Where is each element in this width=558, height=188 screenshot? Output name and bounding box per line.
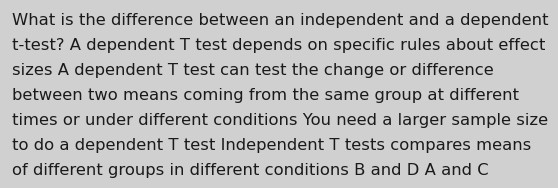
- Text: sizes A dependent T test can test the change or difference: sizes A dependent T test can test the ch…: [12, 63, 494, 78]
- Text: between two means coming from the same group at different: between two means coming from the same g…: [12, 88, 519, 103]
- Text: of different groups in different conditions B and D A and C: of different groups in different conditi…: [12, 163, 489, 178]
- Text: t-test? A dependent T test depends on specific rules about effect: t-test? A dependent T test depends on sp…: [12, 38, 546, 53]
- Text: times or under different conditions You need a larger sample size: times or under different conditions You …: [12, 113, 549, 128]
- Text: to do a dependent T test Independent T tests compares means: to do a dependent T test Independent T t…: [12, 138, 532, 153]
- Text: What is the difference between an independent and a dependent: What is the difference between an indepe…: [12, 13, 549, 28]
